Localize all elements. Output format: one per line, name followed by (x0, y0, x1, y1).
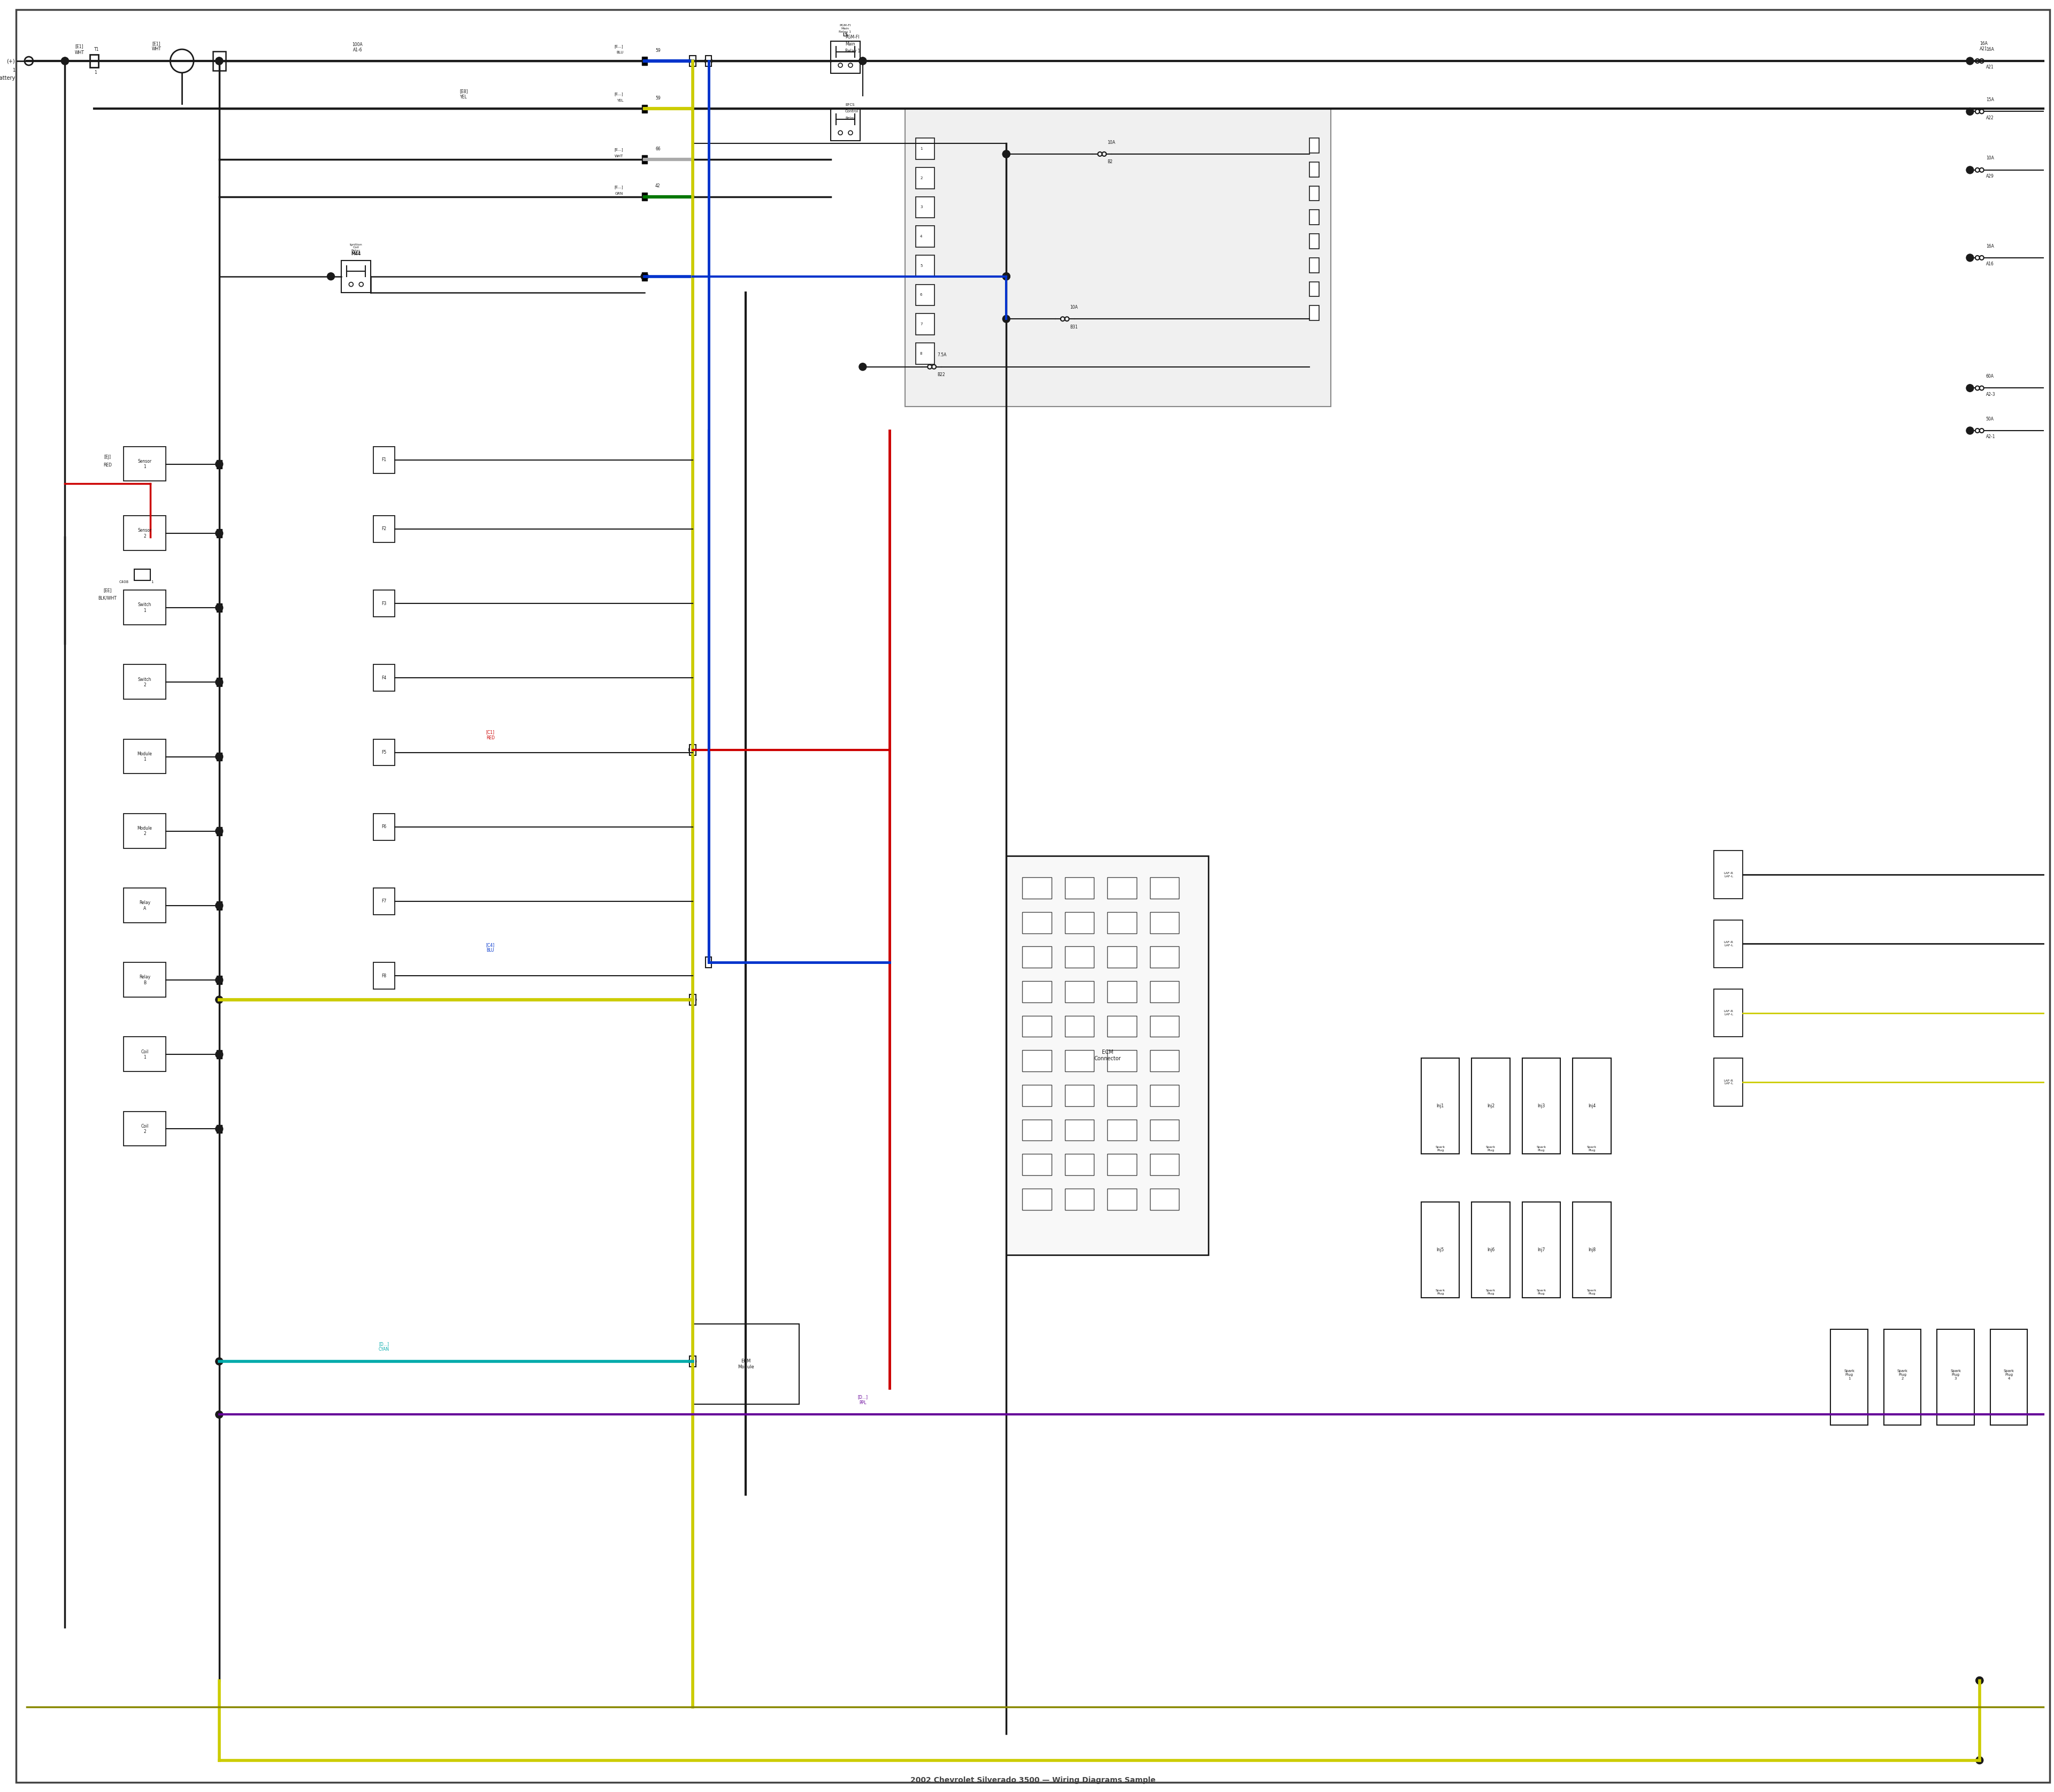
Text: [C4]
BLU: [C4] BLU (487, 943, 495, 953)
Text: A22: A22 (1986, 115, 1994, 120)
Bar (1830, 1330, 1867, 1425)
Circle shape (1002, 272, 1011, 280)
Text: A29: A29 (1986, 174, 1994, 179)
Text: [E1]: [E1] (76, 43, 84, 48)
Text: YEL: YEL (616, 99, 622, 102)
Circle shape (1966, 254, 1974, 262)
Circle shape (859, 57, 867, 65)
Bar (1107, 1016, 1136, 1038)
Circle shape (216, 1125, 224, 1133)
Text: 10A: 10A (1107, 140, 1115, 145)
Circle shape (216, 57, 224, 65)
Bar (1150, 946, 1179, 968)
Bar (1713, 989, 1744, 1038)
Bar (916, 342, 935, 364)
Text: 42: 42 (655, 183, 661, 188)
Text: [E...]: [E...] (614, 149, 622, 152)
Circle shape (216, 679, 224, 686)
Text: Spark
Plug: Spark Plug (1588, 1290, 1596, 1296)
Text: 66: 66 (655, 147, 661, 151)
Text: [EE]: [EE] (103, 588, 111, 593)
Text: 5: 5 (920, 263, 922, 267)
Text: WHT: WHT (614, 154, 622, 158)
Text: Ignition
Coil
Relay: Ignition Coil Relay (349, 244, 362, 253)
Text: 7: 7 (920, 323, 922, 326)
Bar (692, 1324, 799, 1403)
Text: 1: 1 (12, 68, 14, 73)
Bar (1023, 878, 1052, 898)
Text: 1: 1 (152, 581, 154, 584)
Bar (1573, 1202, 1610, 1297)
Circle shape (216, 996, 224, 1004)
Circle shape (216, 604, 224, 611)
Circle shape (688, 57, 696, 65)
Circle shape (216, 753, 224, 760)
Text: [E1]
WHT: [E1] WHT (152, 41, 160, 52)
Bar (134, 568, 150, 581)
Circle shape (1976, 1756, 1984, 1763)
Text: LAF-R
LAF-L: LAF-R LAF-L (1723, 873, 1734, 878)
Text: F3: F3 (382, 600, 386, 606)
Circle shape (62, 57, 68, 65)
Bar (705, 56, 711, 66)
Bar (1937, 1330, 1974, 1425)
Circle shape (1002, 315, 1011, 323)
Text: F6: F6 (382, 824, 386, 830)
Text: 3: 3 (920, 206, 922, 210)
Text: BLK/WHT: BLK/WHT (99, 595, 117, 600)
Bar (1713, 1059, 1744, 1106)
Text: F5: F5 (382, 751, 386, 754)
Circle shape (216, 1410, 224, 1417)
Bar (1310, 281, 1319, 297)
Bar (916, 197, 935, 219)
Circle shape (641, 272, 649, 280)
Bar (123, 889, 166, 923)
Bar (374, 665, 394, 692)
Bar (216, 977, 222, 984)
Text: GRN: GRN (614, 192, 622, 195)
Bar (1310, 233, 1319, 249)
Circle shape (216, 828, 224, 835)
Bar (1107, 1120, 1136, 1142)
Text: Relay 1: Relay 1 (844, 48, 861, 54)
Bar (216, 753, 222, 762)
Text: 16A: 16A (1986, 47, 1994, 52)
Bar (216, 1125, 222, 1133)
Text: 15A: 15A (1986, 97, 1994, 102)
Bar (374, 814, 394, 840)
Bar (643, 104, 647, 113)
Bar (643, 192, 647, 201)
Bar (1023, 912, 1052, 934)
Text: M44: M44 (351, 251, 362, 256)
Text: LAF-R
LAF-L: LAF-R LAF-L (1723, 1011, 1734, 1016)
Bar (1150, 1120, 1179, 1142)
Text: Inj8: Inj8 (1588, 1247, 1596, 1253)
Bar (1064, 1188, 1095, 1210)
Bar (123, 516, 166, 550)
Circle shape (216, 461, 224, 468)
Text: [E...]: [E...] (614, 185, 622, 188)
Text: A2-3: A2-3 (1986, 392, 1994, 396)
Bar (1522, 1059, 1561, 1154)
Text: Relay
A: Relay A (140, 900, 150, 910)
Text: F1: F1 (382, 457, 386, 462)
Text: LAF-R
LAF-L: LAF-R LAF-L (1723, 1079, 1734, 1084)
Bar (906, 109, 1331, 407)
Text: 50A: 50A (1986, 416, 1994, 421)
Text: 1: 1 (920, 147, 922, 151)
Bar (341, 260, 372, 292)
Text: Inj1: Inj1 (1436, 1104, 1444, 1109)
Text: [D...]
CYAN: [D...] CYAN (378, 1342, 390, 1351)
Circle shape (1966, 167, 1974, 174)
Bar (1023, 1154, 1052, 1176)
Text: [E...]: [E...] (614, 91, 622, 95)
Text: Switch
1: Switch 1 (138, 602, 152, 613)
Bar (1064, 912, 1095, 934)
Text: 2002 Chevrolet Silverado 3500 — Wiring Diagrams Sample: 2002 Chevrolet Silverado 3500 — Wiring D… (910, 1776, 1156, 1783)
Bar (1107, 1050, 1136, 1072)
Text: Battery: Battery (0, 75, 14, 81)
Text: Inj6: Inj6 (1487, 1247, 1495, 1253)
Bar (1421, 1202, 1460, 1297)
Bar (1023, 1120, 1052, 1142)
Text: L5: L5 (842, 32, 848, 38)
